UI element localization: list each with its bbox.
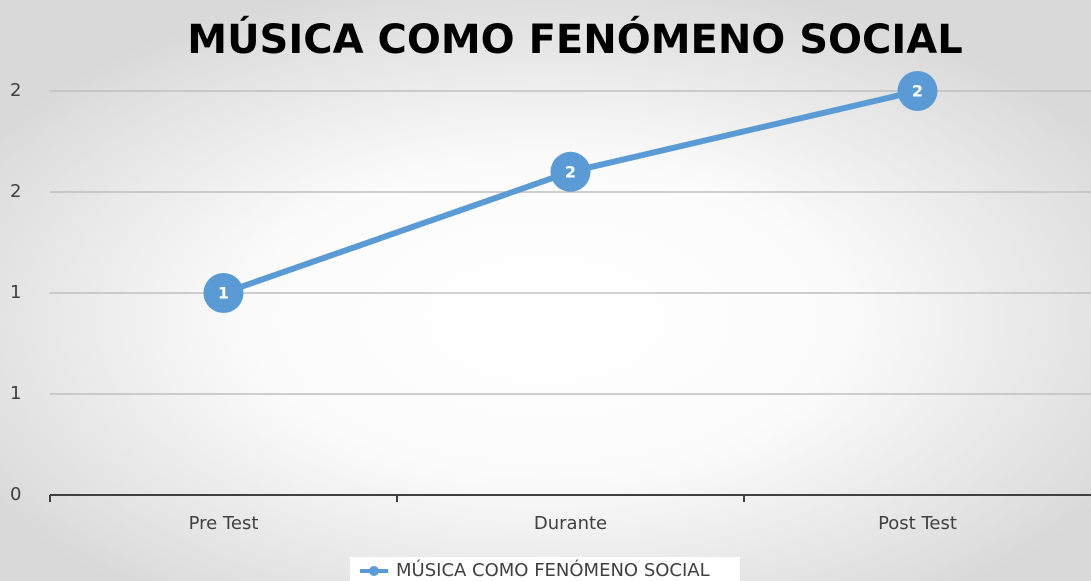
y-tick-label: 0 — [10, 484, 21, 505]
chart-title: MÚSICA COMO FENÓMENO SOCIAL — [187, 15, 962, 63]
data-label: 2 — [565, 162, 576, 181]
point — [897, 71, 938, 111]
data-label: 1 — [218, 284, 229, 303]
y-tick-label: 1 — [10, 383, 21, 404]
y-tick-label: 1 — [10, 282, 21, 303]
legend-marker — [369, 566, 379, 576]
y-tick-label: 2 — [10, 80, 21, 101]
y-tick-label: 2 — [10, 181, 21, 202]
x-tick-label: Durante — [534, 513, 607, 534]
legend-box — [350, 557, 740, 581]
legend-label: MÚSICA COMO FENÓMENO SOCIAL — [396, 559, 710, 581]
point — [203, 273, 244, 313]
data-label: 2 — [912, 82, 923, 101]
x-tick-label: Pre Test — [189, 513, 259, 534]
x-tick-label: Post Test — [878, 513, 957, 534]
point — [550, 151, 591, 192]
